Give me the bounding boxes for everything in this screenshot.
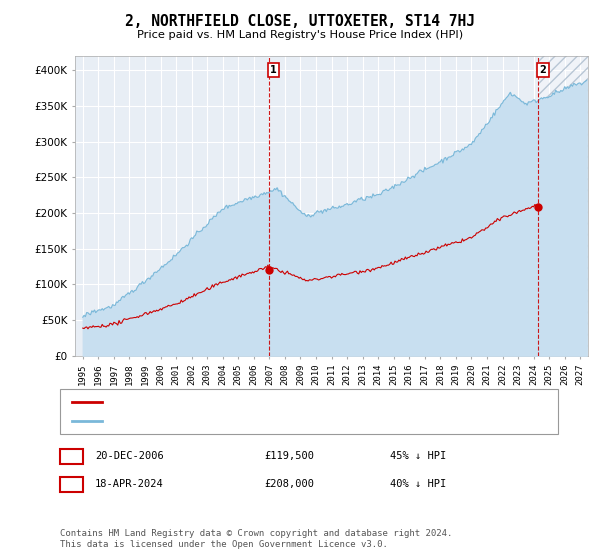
Text: 1: 1 [270,65,277,75]
Text: Contains HM Land Registry data © Crown copyright and database right 2024.
This d: Contains HM Land Registry data © Crown c… [60,529,452,549]
Text: Price paid vs. HM Land Registry's House Price Index (HPI): Price paid vs. HM Land Registry's House … [137,30,463,40]
Text: 40% ↓ HPI: 40% ↓ HPI [390,479,446,489]
Text: HPI: Average price, detached house, East Staffordshire: HPI: Average price, detached house, East… [111,417,435,427]
Text: 1: 1 [68,451,75,461]
Text: £119,500: £119,500 [264,451,314,461]
Text: £208,000: £208,000 [264,479,314,489]
Text: 2, NORTHFIELD CLOSE, UTTOXETER, ST14 7HJ (detached house): 2, NORTHFIELD CLOSE, UTTOXETER, ST14 7HJ… [111,396,453,407]
Text: 2: 2 [539,65,546,75]
Bar [538,56,588,356]
Text: 20-DEC-2006: 20-DEC-2006 [95,451,164,461]
Text: 2: 2 [68,479,75,489]
Text: 45% ↓ HPI: 45% ↓ HPI [390,451,446,461]
Text: 2, NORTHFIELD CLOSE, UTTOXETER, ST14 7HJ: 2, NORTHFIELD CLOSE, UTTOXETER, ST14 7HJ [125,14,475,29]
Text: 18-APR-2024: 18-APR-2024 [95,479,164,489]
Bar [538,56,588,356]
